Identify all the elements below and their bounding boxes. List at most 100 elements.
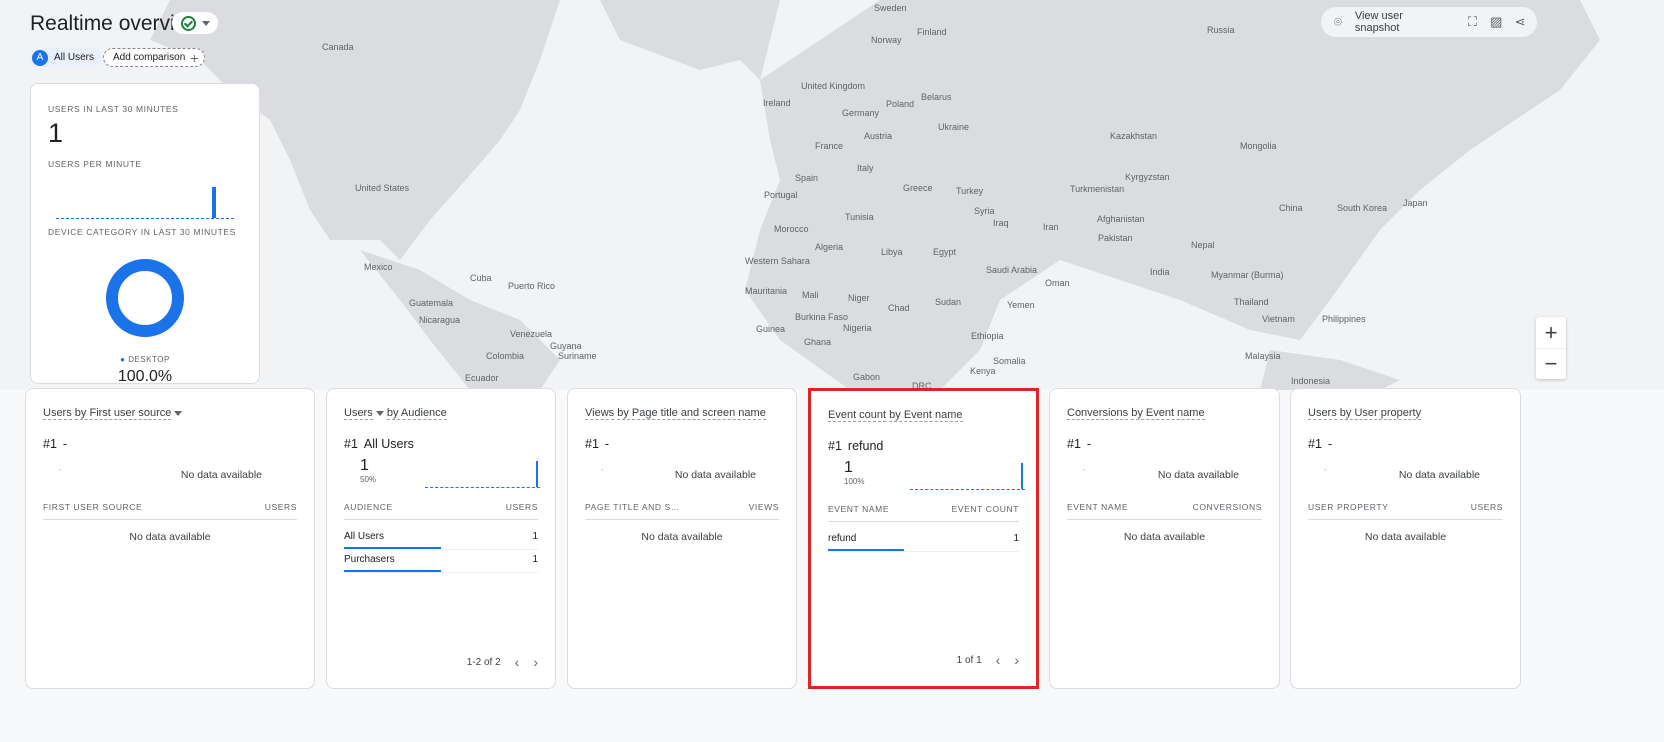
map-label: Nigeria <box>843 323 872 333</box>
map-label: Finland <box>917 27 947 37</box>
device-name: DESKTOP <box>128 355 170 364</box>
empty-dash: - <box>1083 465 1086 474</box>
add-comparison-button[interactable]: Add comparison + <box>103 48 206 67</box>
top-item-pct: 50% <box>360 475 377 484</box>
map-label: Kenya <box>970 366 996 376</box>
map-label: Austria <box>864 131 893 141</box>
column-header[interactable]: USER PROPERTY <box>1308 502 1389 512</box>
chevron-right-icon[interactable]: › <box>1014 652 1019 668</box>
table-row[interactable]: Purchasers 1 <box>344 550 538 573</box>
table-header: AUDIENCE USERS <box>344 502 538 520</box>
dimension-selector[interactable]: by Event name <box>889 409 963 422</box>
row-value: 1 <box>1013 533 1019 544</box>
customize-report-icon[interactable]: ▨ <box>1490 14 1503 29</box>
fullscreen-icon[interactable]: ⛶ <box>1467 14 1477 29</box>
table-row[interactable]: refund 1 <box>828 529 1019 552</box>
column-header[interactable]: AUDIENCE <box>344 502 393 512</box>
device-legend: ● DESKTOP <box>48 355 242 364</box>
column-header[interactable]: EVENT NAME <box>1067 502 1129 512</box>
map-label: Ghana <box>804 337 832 347</box>
users-per-minute-label: USERS PER MINUTE <box>48 159 142 169</box>
map-label: Italy <box>857 163 874 173</box>
dimension-selector[interactable]: by User property <box>1339 407 1422 420</box>
report-card: Views by Page title and screen name #1- - N… <box>567 388 797 689</box>
map-label: Guinea <box>756 324 786 334</box>
map-label: Nepal <box>1191 240 1215 250</box>
map-label: DRC <box>912 381 932 390</box>
map-label: Gabon <box>853 372 881 382</box>
segment-chip-all-users[interactable]: A All Users <box>30 48 103 67</box>
report-card: Users by Audience #1 All Users 1 50% AUDIENCE… <box>326 388 556 689</box>
metric-selector[interactable]: Event count <box>828 409 887 422</box>
table-no-data: No data available <box>641 531 723 543</box>
column-header[interactable]: EVENT COUNT <box>951 504 1019 514</box>
metric-selector[interactable]: Users <box>344 407 373 420</box>
column-header[interactable]: PAGE TITLE AND S… <box>585 502 680 512</box>
top-item: #1 All Users <box>344 437 538 451</box>
map-zoom-controls: + − <box>1536 317 1566 379</box>
view-user-snapshot-button[interactable]: View user snapshot <box>1354 10 1403 34</box>
card-title: Users by Audience <box>344 407 538 423</box>
map-label: Philippines <box>1322 314 1366 324</box>
card-title: Users by User property <box>1308 407 1503 423</box>
zoom-out-button[interactable]: − <box>1536 348 1566 379</box>
map-label: Ireland <box>763 98 791 108</box>
column-header[interactable]: FIRST USER SOURCE <box>43 502 143 512</box>
card-title: Event count by Event name <box>828 409 1019 425</box>
table-body: No data available <box>585 527 779 543</box>
map-label: Spain <box>795 173 819 183</box>
map-label: Ecuador <box>465 373 499 383</box>
column-header[interactable]: USERS <box>505 502 538 512</box>
map-label: Turkmenistan <box>1070 184 1125 194</box>
column-header[interactable]: USERS <box>264 502 297 512</box>
map-label: Iraq <box>993 218 1009 228</box>
column-header[interactable]: EVENT NAME <box>828 504 890 514</box>
zoom-in-button[interactable]: + <box>1544 319 1558 345</box>
rank-label: #1 <box>344 437 358 451</box>
metric-selector[interactable]: Views <box>585 407 615 420</box>
map-label: Afghanistan <box>1097 214 1145 224</box>
top-item: #1 refund <box>828 439 1019 453</box>
table-header: USER PROPERTY USERS <box>1308 502 1503 520</box>
chevron-right-icon[interactable]: › <box>533 654 538 670</box>
table-body: No data available <box>1067 527 1262 543</box>
chevron-left-icon[interactable]: ‹ <box>995 652 1001 668</box>
map-label: Tunisia <box>845 212 874 222</box>
dimension-selector[interactable]: by Audience <box>386 407 447 420</box>
sparkline-bar <box>1021 463 1023 489</box>
device-category-label: DEVICE CATEGORY IN LAST 30 MINUTES <box>48 227 236 237</box>
column-header[interactable]: USERS <box>1470 502 1503 512</box>
users-summary-card: USERS IN LAST 30 MINUTES 1 USERS PER MIN… <box>30 83 260 385</box>
row-value: 1 <box>532 554 538 565</box>
column-header[interactable]: VIEWS <box>748 502 779 512</box>
chevron-left-icon[interactable]: ‹ <box>514 654 520 670</box>
map-label: Colombia <box>486 351 525 361</box>
top-item-name: - <box>1327 437 1333 451</box>
users-per-minute-bar <box>212 187 216 218</box>
dimension-selector[interactable]: by First user source <box>74 407 172 420</box>
map-label: Canada <box>322 42 354 52</box>
row-name: refund <box>828 533 857 544</box>
metric-selector[interactable]: Users <box>43 407 72 420</box>
share-icon[interactable]: ⋖ <box>1514 14 1526 29</box>
map-label: Greece <box>903 183 933 193</box>
data-status-dropdown[interactable] <box>172 12 218 34</box>
map-label: India <box>1150 267 1170 277</box>
row-share-bar <box>828 549 905 551</box>
column-header[interactable]: CONVERSIONS <box>1192 502 1262 512</box>
metric-selector[interactable]: Users <box>1308 407 1337 420</box>
table-row[interactable]: All Users 1 <box>344 527 538 550</box>
legend-dot-icon: ● <box>120 355 129 364</box>
metric-selector[interactable]: Conversions <box>1067 407 1129 420</box>
dimension-selector[interactable]: by Page title and screen name <box>617 407 766 420</box>
report-card: Users by User property #1- - No data availa… <box>1290 388 1521 689</box>
top-item: #1- <box>585 437 779 451</box>
card-title: Views by Page title and screen name <box>585 407 779 423</box>
caret-down-icon[interactable] <box>174 411 183 416</box>
map-label: Yemen <box>1007 300 1035 310</box>
map-label: France <box>815 141 844 151</box>
world-map[interactable]: Canada United States Mexico Cuba Puerto Rico… <box>0 0 1664 390</box>
caret-down-icon[interactable] <box>375 411 384 416</box>
table-body: refund 1 <box>828 529 1019 552</box>
dimension-selector[interactable]: by Event name <box>1131 407 1205 420</box>
